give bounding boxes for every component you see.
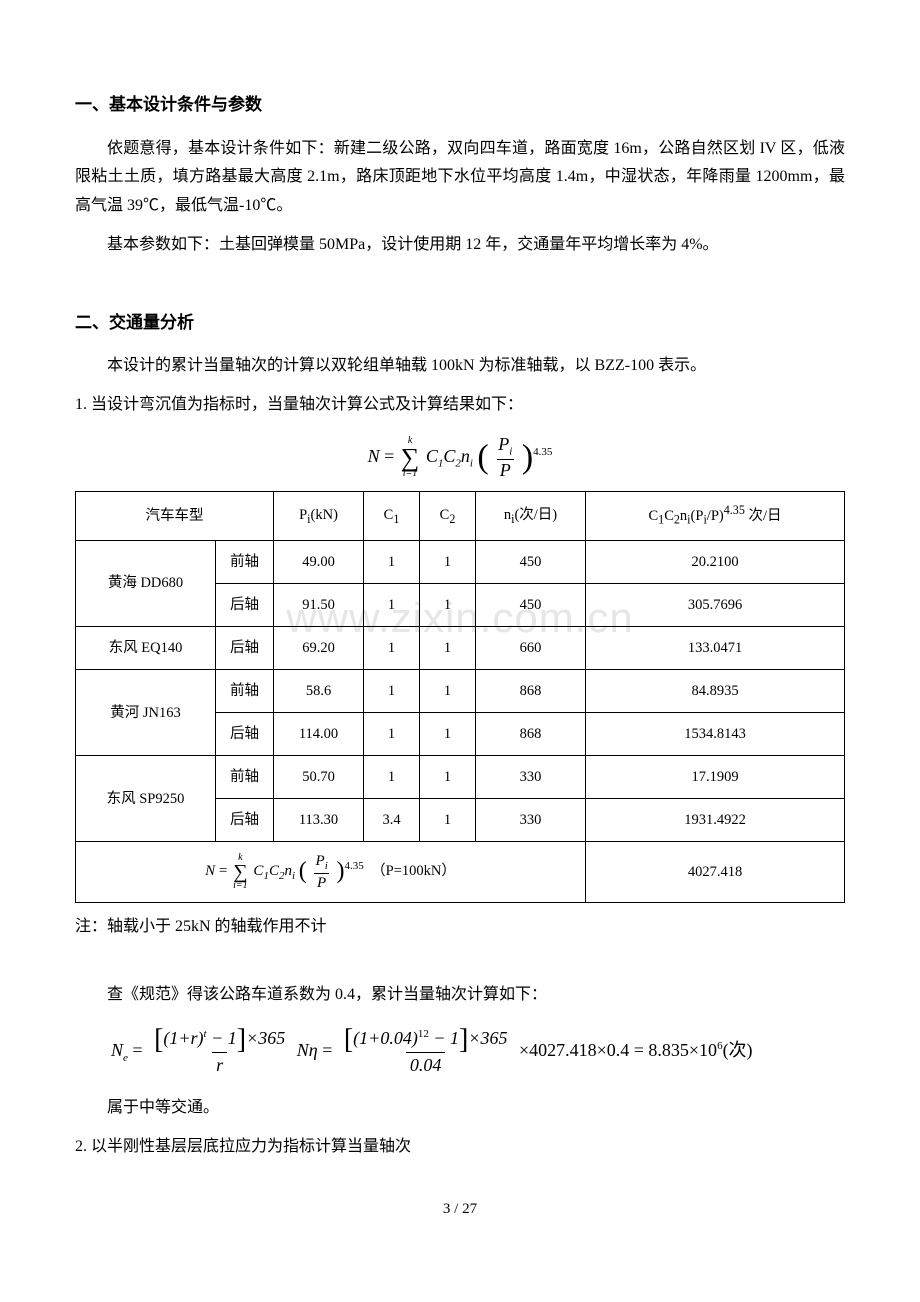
cell-c2: 1 xyxy=(420,626,476,669)
cell-c1: 1 xyxy=(364,583,420,626)
cell-ni: 660 xyxy=(476,626,586,669)
cell-res: 133.0471 xyxy=(586,626,845,669)
cell-c1: 1 xyxy=(364,626,420,669)
th-ni: ni(次/日) xyxy=(476,492,586,540)
cell-c2: 1 xyxy=(420,583,476,626)
cell-pi: 49.00 xyxy=(274,540,364,583)
cell-c1: 1 xyxy=(364,713,420,756)
cell-axle: 前轴 xyxy=(216,756,274,799)
axle-table: 汽车车型 Pi(kN) C1 C2 ni(次/日) C1C2ni(Pi/P)4.… xyxy=(75,491,845,902)
table-row: 东风 SP9250前轴50.701133017.1909 xyxy=(76,756,845,799)
cell-pi: 50.70 xyxy=(274,756,364,799)
s2-para-2: 查《规范》得该公路车道系数为 0.4，累计当量轴次计算如下： xyxy=(75,981,845,1010)
cell-res: 1534.8143 xyxy=(586,713,845,756)
cell-axle: 前轴 xyxy=(216,670,274,713)
cell-c1: 1 xyxy=(364,540,420,583)
cell-c1: 3.4 xyxy=(364,799,420,842)
s1-para-2: 基本参数如下：土基回弹模量 50MPa，设计使用期 12 年，交通量年平均增长率… xyxy=(75,231,845,260)
cell-c1: 1 xyxy=(364,756,420,799)
cell-res: 305.7696 xyxy=(586,583,845,626)
cell-axle: 后轴 xyxy=(216,626,274,669)
cell-res: 17.1909 xyxy=(586,756,845,799)
cell-vehicle: 黄河 JN163 xyxy=(76,670,216,756)
formula-Ne: Ne = [(1+r)t − 1]×365 r Nη = [(1+0.04)12… xyxy=(111,1026,845,1078)
th-c1: C1 xyxy=(364,492,420,540)
s1-para-1: 依题意得，基本设计条件如下：新建二级公路，双向四车道，路面宽度 16m，公路自然… xyxy=(75,135,845,221)
header-row: 汽车车型 Pi(kN) C1 C2 ni(次/日) C1C2ni(Pi/P)4.… xyxy=(76,492,845,540)
total-value: 4027.418 xyxy=(586,842,845,902)
cell-axle: 后轴 xyxy=(216,713,274,756)
page-number: 3 / 27 xyxy=(75,1196,845,1223)
table-row: 东风 EQ140后轴69.2011660133.0471 xyxy=(76,626,845,669)
s2-para-3: 属于中等交通。 xyxy=(75,1094,845,1123)
cell-axle: 后轴 xyxy=(216,799,274,842)
cell-c1: 1 xyxy=(364,670,420,713)
table-row: 黄河 JN163前轴58.61186884.8935 xyxy=(76,670,845,713)
cell-axle: 后轴 xyxy=(216,583,274,626)
cell-c2: 1 xyxy=(420,799,476,842)
s2-item-1: 1. 当设计弯沉值为指标时，当量轴次计算公式及计算结果如下： xyxy=(75,391,845,420)
section-2-title: 二、交通量分析 xyxy=(75,308,845,339)
cell-ni: 330 xyxy=(476,799,586,842)
th-pi: Pi(kN) xyxy=(274,492,364,540)
cell-pi: 91.50 xyxy=(274,583,364,626)
cell-ni: 330 xyxy=(476,756,586,799)
total-row: N = k ∑ i=1 C1C2ni ( PiP )4.35 （P=100kN）… xyxy=(76,842,845,902)
th-vehicle: 汽车车型 xyxy=(76,492,274,540)
cell-vehicle: 黄海 DD680 xyxy=(76,540,216,626)
cell-c2: 1 xyxy=(420,540,476,583)
cell-ni: 868 xyxy=(476,713,586,756)
cell-c2: 1 xyxy=(420,756,476,799)
formula-N: N = k ∑ i=1 C1C2ni ( Pi P )4.35 xyxy=(75,434,845,481)
th-result: C1C2ni(Pi/P)4.35 次/日 xyxy=(586,492,845,540)
cell-ni: 868 xyxy=(476,670,586,713)
cell-res: 20.2100 xyxy=(586,540,845,583)
total-formula: N = k ∑ i=1 C1C2ni ( PiP )4.35 （P=100kN） xyxy=(76,842,586,902)
cell-ni: 450 xyxy=(476,540,586,583)
cell-c2: 1 xyxy=(420,713,476,756)
cell-pi: 69.20 xyxy=(274,626,364,669)
cell-res: 1931.4922 xyxy=(586,799,845,842)
s2-para-1: 本设计的累计当量轴次的计算以双轮组单轴载 100kN 为标准轴载，以 BZZ-1… xyxy=(75,352,845,381)
cell-pi: 114.00 xyxy=(274,713,364,756)
cell-pi: 113.30 xyxy=(274,799,364,842)
s2-item-2: 2. 以半刚性基层层底拉应力为指标计算当量轴次 xyxy=(75,1133,845,1162)
cell-vehicle: 东风 EQ140 xyxy=(76,626,216,669)
table-row: 黄海 DD680前轴49.001145020.2100 xyxy=(76,540,845,583)
cell-res: 84.8935 xyxy=(586,670,845,713)
cell-pi: 58.6 xyxy=(274,670,364,713)
cell-ni: 450 xyxy=(476,583,586,626)
cell-axle: 前轴 xyxy=(216,540,274,583)
cell-vehicle: 东风 SP9250 xyxy=(76,756,216,842)
cell-c2: 1 xyxy=(420,670,476,713)
section-1-title: 一、基本设计条件与参数 xyxy=(75,90,845,121)
th-c2: C2 xyxy=(420,492,476,540)
table-note: 注：轴载小于 25kN 的轴载作用不计 xyxy=(75,913,845,942)
